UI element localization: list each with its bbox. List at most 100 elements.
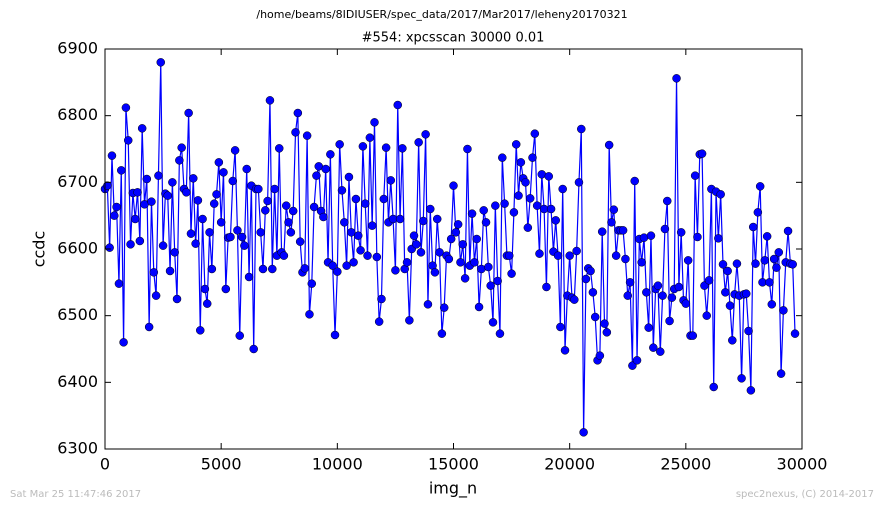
data-point — [588, 288, 598, 297]
chart-title: #554: xpcsscan 30000 0.01 — [362, 31, 545, 46]
data-point — [762, 232, 772, 241]
data-point — [509, 208, 519, 217]
y-tick-label: 6300 — [57, 439, 98, 458]
data-point — [344, 172, 354, 182]
data-point — [226, 232, 235, 242]
data-point — [165, 266, 175, 276]
data-point — [474, 302, 484, 312]
data-point — [293, 108, 303, 118]
data-point — [505, 251, 514, 260]
data-point — [779, 306, 788, 315]
data-point — [590, 312, 600, 322]
data-point — [788, 260, 797, 269]
data-point — [360, 199, 370, 208]
data-point — [149, 268, 159, 277]
data-point — [495, 329, 505, 338]
data-point — [209, 199, 219, 208]
data-point — [628, 361, 637, 370]
data-point — [370, 118, 379, 127]
data-point — [430, 268, 440, 277]
data-point — [365, 133, 375, 142]
data-point — [702, 311, 711, 320]
data-point — [653, 281, 663, 290]
data-point — [565, 251, 574, 260]
data-point — [672, 74, 681, 83]
data-point — [419, 216, 428, 226]
data-point — [402, 258, 412, 267]
data-point — [577, 124, 586, 134]
data-point — [207, 264, 217, 274]
data-point — [395, 214, 405, 224]
data-point — [579, 428, 588, 437]
footer-right: spec2nexus, (C) 2014-2017 — [736, 489, 874, 500]
data-point — [291, 128, 300, 137]
x-axis-label: img_n — [429, 479, 477, 499]
data-point — [532, 201, 542, 210]
data-point — [600, 319, 609, 328]
data-point — [516, 158, 526, 167]
data-point — [744, 326, 753, 336]
data-point — [769, 254, 779, 264]
data-point — [535, 249, 544, 258]
data-point — [709, 382, 718, 392]
data-point — [319, 212, 328, 222]
data-point — [746, 386, 756, 395]
data-point — [172, 294, 182, 304]
y-tick-label: 6600 — [57, 239, 98, 258]
data-point — [237, 232, 247, 242]
data-point — [728, 336, 737, 345]
x-tick-label: 20000 — [544, 455, 595, 474]
data-point — [556, 322, 565, 332]
data-point — [439, 303, 449, 312]
data-point — [674, 282, 684, 292]
data-point — [623, 291, 632, 300]
data-point — [714, 234, 723, 243]
x-tick-label: 15000 — [428, 455, 479, 474]
data-point — [372, 252, 382, 262]
data-point — [551, 216, 560, 225]
data-point — [774, 248, 784, 257]
data-point — [498, 153, 507, 162]
data-point — [602, 328, 612, 337]
data-point — [486, 281, 495, 290]
data-point — [198, 214, 207, 224]
data-point — [597, 227, 607, 236]
data-point — [767, 300, 777, 309]
data-point — [256, 228, 265, 237]
data-point — [193, 196, 203, 205]
y-axis-label: ccdc — [30, 231, 49, 268]
data-point — [658, 291, 667, 300]
data-point — [511, 140, 521, 149]
data-point — [202, 299, 212, 308]
data-point — [704, 276, 714, 285]
data-point — [212, 190, 221, 199]
data-point — [558, 184, 567, 194]
footer-left: Sat Mar 25 11:47:46 2017 — [10, 489, 141, 500]
data-point — [356, 246, 365, 255]
data-point — [683, 256, 693, 265]
data-point — [748, 222, 758, 232]
data-point — [609, 205, 619, 214]
data-point — [521, 178, 530, 187]
data-point — [621, 254, 630, 264]
data-point — [423, 300, 433, 309]
data-point — [235, 331, 245, 340]
data-point — [472, 234, 481, 244]
data-point — [676, 228, 686, 237]
data-point — [288, 206, 298, 216]
data-point — [412, 240, 421, 249]
data-point — [275, 144, 284, 153]
data-point — [697, 149, 707, 158]
data-point — [321, 164, 330, 174]
data-point — [228, 176, 238, 186]
data-point — [333, 267, 342, 276]
data-point — [783, 226, 793, 236]
data-point — [302, 131, 312, 140]
data-point — [305, 310, 314, 319]
data-point — [158, 241, 168, 250]
data-point — [760, 256, 770, 265]
y-tick-label: 6800 — [57, 105, 98, 124]
data-point — [398, 144, 407, 153]
